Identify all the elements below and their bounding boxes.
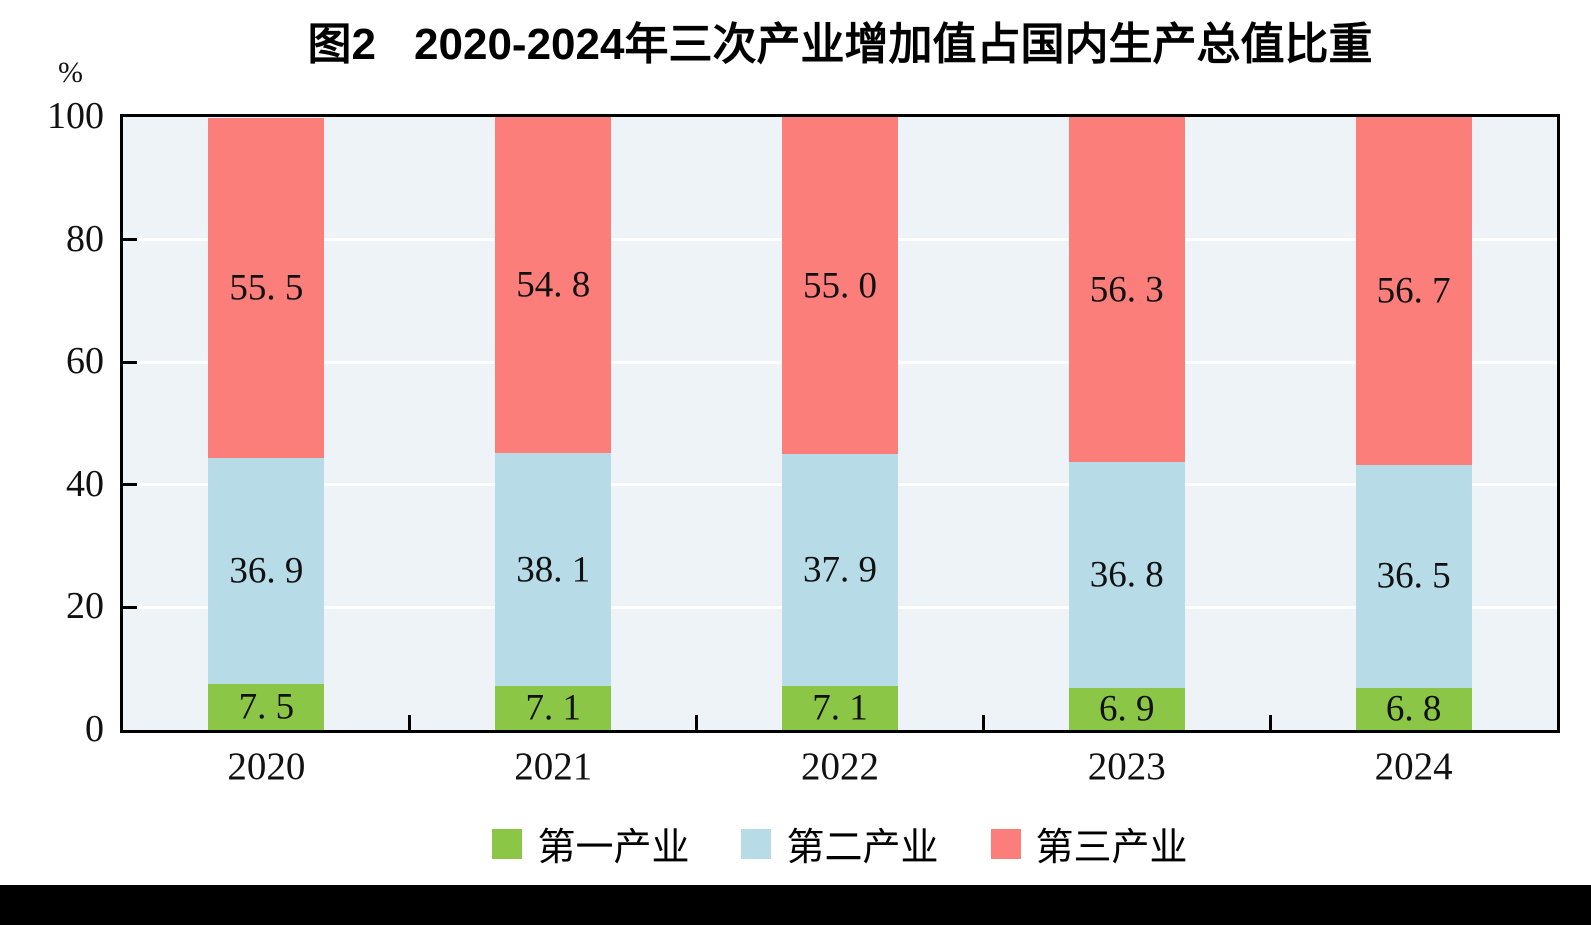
- bar-2021-series-2-segment: [495, 452, 612, 687]
- bar-2024-series-3-segment: [1355, 117, 1472, 465]
- bar-2022-series-2-segment: [782, 454, 898, 687]
- plot-area: 7. 5 36. 9 55. 5 7. 1 38. 1 54. 8 7. 1 37. 9 55.…: [120, 114, 1560, 733]
- bar-2023-series-2-segment: [1068, 462, 1185, 688]
- y-tick-mark-80: [123, 238, 137, 242]
- legend-item-1: 第一产业: [492, 816, 689, 871]
- legend-swatch-3-icon: [990, 828, 1021, 859]
- chart-title-text: 2020-2024年三次产业增加值占国内生产总值比重: [414, 20, 1373, 69]
- y-axis-tick-label-80: 80: [66, 217, 104, 260]
- bar-2022-series-3-value-label: 55. 0: [803, 265, 877, 307]
- bar-2021-series-3-segment: [495, 117, 612, 453]
- legend: 第一产业 第二产业 第三产业: [120, 816, 1560, 871]
- bar-2020-series-2-value-label: 36. 9: [229, 550, 304, 592]
- bar-2020-series-3-value-label: 55. 5: [229, 267, 304, 309]
- bar-2022-series-2-value-label: 37. 9: [803, 549, 877, 591]
- legend-item-3: 第三产业: [990, 816, 1188, 871]
- y-axis-tick-label-40: 40: [66, 462, 104, 505]
- legend-label-3: 第三产业: [1035, 827, 1188, 869]
- bar-2024-series-2-segment: [1355, 464, 1472, 689]
- bar-2024-series-1-value-label: 6. 8: [1385, 688, 1442, 730]
- bar-2021-series-2-value-label: 38. 1: [516, 549, 591, 591]
- bar-2023-series-2-value-label: 36. 8: [1089, 554, 1164, 596]
- x-tick-mark-4: [1268, 715, 1272, 730]
- bar-2020-series-1-value-label: 7. 5: [238, 686, 295, 728]
- y-axis-tick-label-20: 20: [66, 585, 104, 628]
- bar-2024-series-2-value-label: 36. 5: [1376, 555, 1451, 597]
- chart-title: 图2 2020-2024年三次产业增加值占国内生产总值比重: [120, 8, 1560, 72]
- bar-2022-series-3-segment: [782, 117, 898, 455]
- y-tick-mark-40: [123, 483, 137, 487]
- x-axis-label-2024: 2024: [1374, 745, 1453, 788]
- x-tick-mark-2: [695, 715, 699, 730]
- bar-2022-series-1-segment: [782, 686, 898, 730]
- x-tick-mark-3: [981, 715, 985, 730]
- x-axis-label-2022: 2022: [801, 745, 879, 788]
- bar-2024-series-3-value-label: 56. 7: [1376, 270, 1451, 312]
- bar-2021-series-3-value-label: 54. 8: [516, 264, 591, 306]
- bar-2021-series-1-value-label: 7. 1: [525, 687, 581, 729]
- legend-item-2: 第二产业: [741, 816, 939, 871]
- bar-2020-series-3-segment: [208, 117, 325, 458]
- bottom-black-bar: [0, 885, 1591, 925]
- bar-2022-series-1-value-label: 7. 1: [812, 687, 868, 729]
- y-tick-mark-20: [123, 605, 137, 609]
- legend-swatch-2-icon: [741, 828, 772, 859]
- x-axis-label-2020: 2020: [227, 745, 306, 788]
- legend-label-1: 第一产业: [537, 827, 690, 869]
- x-tick-mark-1: [408, 715, 412, 730]
- bar-2024-series-1-segment: [1355, 688, 1472, 730]
- y-axis: 100 80 60 40 20 0: [0, 95, 110, 750]
- bar-2023-series-3-value-label: 56. 3: [1089, 269, 1164, 311]
- y-axis-unit-label: %: [58, 56, 83, 89]
- figure-number-label: 图2: [307, 20, 377, 69]
- bar-2023-series-3-segment: [1068, 117, 1185, 463]
- x-axis-label-2023: 2023: [1087, 745, 1166, 788]
- bar-2020-series-1-segment: [208, 684, 325, 730]
- y-axis-tick-label-0: 0: [85, 708, 104, 751]
- legend-label-2: 第二产业: [786, 827, 939, 869]
- legend-swatch-1-icon: [492, 828, 523, 859]
- y-tick-mark-60: [123, 360, 137, 364]
- bar-2020-series-2-segment: [208, 457, 325, 684]
- bar-2023-series-1-segment: [1068, 687, 1185, 730]
- y-axis-tick-label-60: 60: [66, 340, 104, 383]
- y-axis-tick-label-100: 100: [47, 95, 104, 138]
- x-axis-label-2021: 2021: [514, 745, 593, 788]
- bar-2023-series-1-value-label: 6. 9: [1099, 688, 1155, 730]
- bar-2021-series-1-segment: [495, 686, 612, 730]
